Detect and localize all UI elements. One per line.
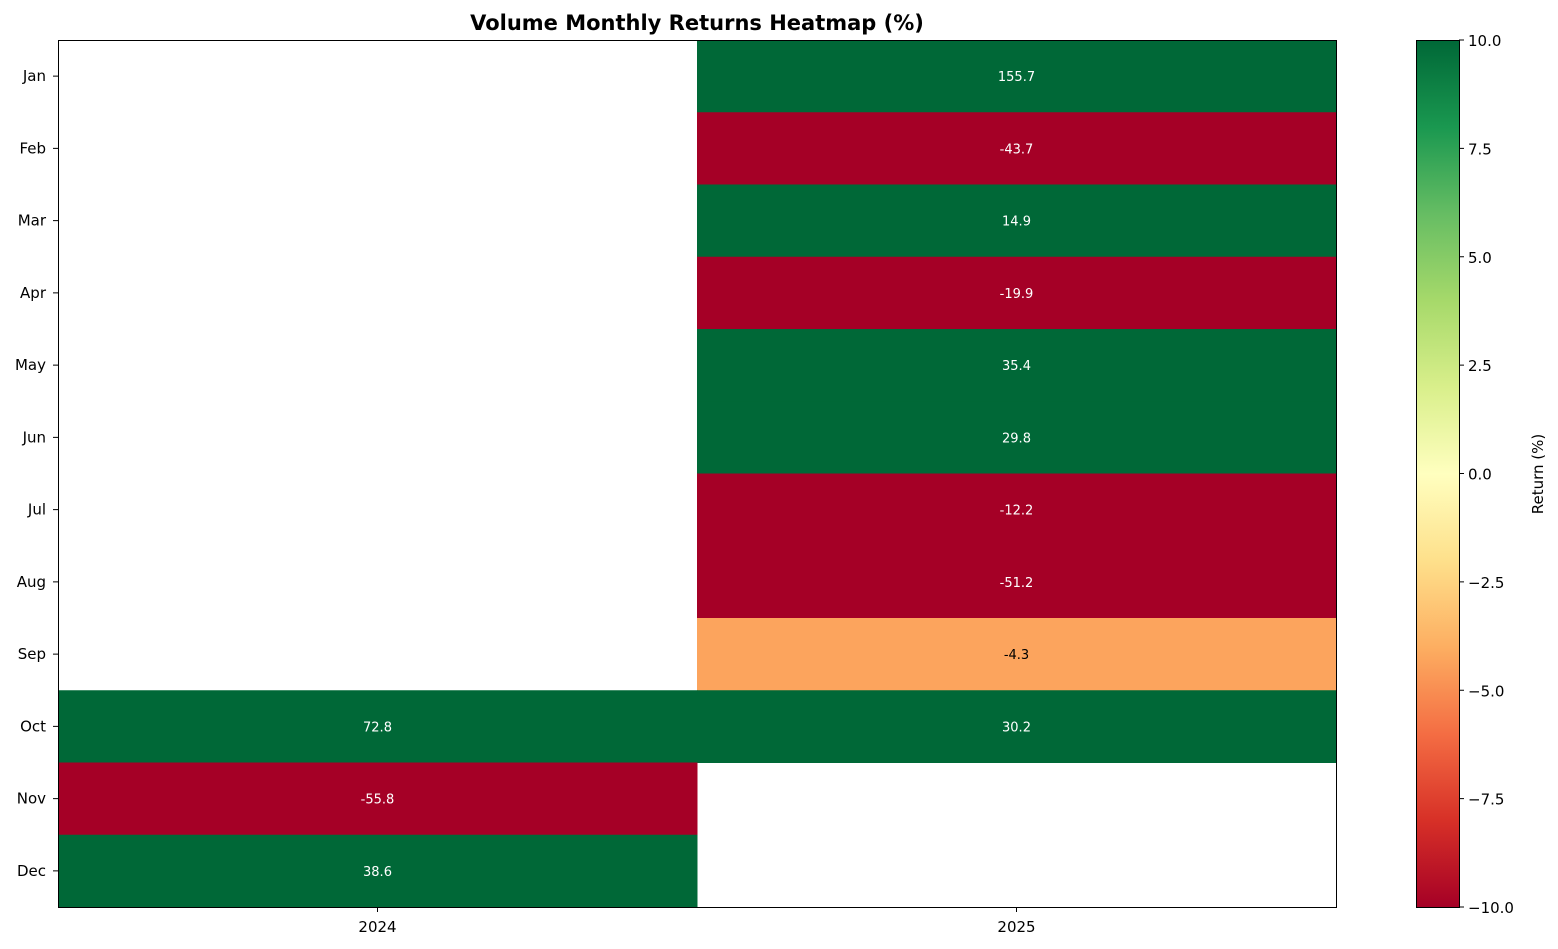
colorbar-tick-label: −7.5: [1468, 791, 1504, 809]
y-tick-label: May: [15, 356, 46, 374]
y-tick-label: Aug: [17, 573, 46, 591]
y-tick-label: Jul: [27, 501, 46, 519]
y-tick-label: Jan: [22, 67, 46, 85]
cell-value-label: -55.8: [361, 793, 395, 808]
colorbar-tick-label: 7.5: [1468, 140, 1492, 158]
cell-value-label: -12.2: [1000, 504, 1034, 519]
heatmap-cell: [697, 545, 1337, 619]
y-tick-label: Mar: [18, 212, 47, 230]
colorbar-label: Return (%): [1529, 434, 1547, 515]
plot-area: 155.7 -43.7 14.9 -19.9 35.4 29.8 -12.2 -51.2 -4.…: [58, 40, 1337, 908]
colorbar-gradient: [1416, 40, 1460, 908]
heatmap-cell: [697, 690, 1337, 763]
x-tick-label: 2025: [997, 918, 1035, 936]
y-tick-label: Feb: [19, 139, 46, 157]
colorbar-ticks: 10.0 7.5 5.0 2.5 0.0 −2.5 −5.0 −7.5 −10.0: [1459, 32, 1514, 917]
cell-value-label: 38.6: [363, 865, 392, 880]
cell-value-label: 72.8: [363, 720, 392, 735]
y-tick-label: Jun: [22, 428, 46, 446]
y-tick-label: Oct: [20, 717, 46, 735]
heatmap-cell: [697, 184, 1337, 258]
colorbar-tick-label: −5.0: [1468, 682, 1504, 700]
chart-title: Volume Monthly Returns Heatmap (%): [470, 11, 924, 35]
colorbar-tick-label: −10.0: [1468, 899, 1514, 917]
y-tick-label: Dec: [17, 862, 46, 880]
heatmap-cell: [697, 329, 1337, 402]
x-axis: 2024 2025: [358, 907, 1036, 936]
heatmap-cell: [58, 690, 698, 763]
heatmap-cell: [697, 256, 1337, 330]
colorbar: 10.0 7.5 5.0 2.5 0.0 −2.5 −5.0 −7.5 −10.0 Return…: [1416, 32, 1547, 917]
heatmap-cell: [697, 40, 1337, 113]
cell-value-label: -4.3: [1004, 648, 1029, 663]
y-axis: Jan Feb Mar Apr May Jun Jul Aug Sep Oct Nov Dec: [15, 67, 58, 880]
x-tick-label: 2024: [358, 918, 396, 936]
plot-frame: [58, 40, 1337, 908]
heatmap-cell: [58, 834, 698, 908]
y-tick-label: Nov: [17, 790, 46, 808]
cell-value-label: 30.2: [1002, 720, 1031, 735]
colorbar-tick-label: 2.5: [1468, 357, 1492, 375]
cell-value-label: -19.9: [1000, 287, 1034, 302]
cell-value-label: 14.9: [1002, 215, 1031, 230]
colorbar-tick-label: 10.0: [1468, 32, 1501, 50]
y-tick-label: Apr: [20, 284, 47, 302]
heatmap-cell: [697, 618, 1337, 691]
cell-value-label: 35.4: [1002, 359, 1031, 374]
heatmap-cell: [697, 401, 1337, 474]
cell-value-label: 29.8: [1002, 431, 1031, 446]
heatmap-cell: [697, 473, 1337, 547]
colorbar-tick-label: −2.5: [1468, 574, 1504, 592]
cell-value-label: 155.7: [998, 70, 1035, 85]
cell-value-label: -43.7: [1000, 142, 1034, 157]
colorbar-tick-label: 5.0: [1468, 249, 1492, 267]
y-tick-label: Sep: [18, 645, 46, 663]
heatmap-cell: [697, 112, 1337, 185]
cell-value-label: -51.2: [1000, 576, 1034, 591]
colorbar-tick-label: 0.0: [1468, 466, 1492, 484]
heatmap-cell: [58, 762, 698, 836]
